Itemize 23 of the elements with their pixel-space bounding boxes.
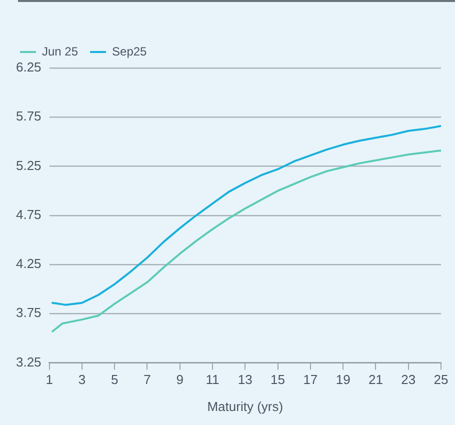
x-tick-label: 19 bbox=[336, 372, 350, 388]
x-axis-title: Maturity (yrs) bbox=[207, 398, 284, 414]
x-tick-label: 1 bbox=[46, 372, 53, 388]
x-tick-label: 5 bbox=[110, 372, 118, 388]
x-tick-label: 25 bbox=[434, 372, 448, 388]
y-tick-label: 5.25 bbox=[16, 158, 42, 173]
x-tick-label: 7 bbox=[144, 372, 151, 388]
x-tick-label: 15 bbox=[270, 372, 286, 388]
y-tick-label: 4.25 bbox=[16, 256, 42, 272]
x-tick-label: 17 bbox=[303, 372, 318, 388]
x-tick-label: 23 bbox=[401, 372, 416, 388]
x-tick-label: 9 bbox=[176, 372, 184, 388]
y-tick-label: 3.25 bbox=[16, 354, 42, 370]
legend-label: Sep25 bbox=[112, 44, 148, 58]
y-tick-label: 6.25 bbox=[16, 60, 42, 75]
x-tick-label: 11 bbox=[206, 372, 220, 388]
x-tick-label: 13 bbox=[238, 372, 252, 388]
y-tick-label: 5.75 bbox=[16, 108, 42, 124]
x-tick-label: 21 bbox=[368, 372, 383, 388]
legend-label: Jun 25 bbox=[42, 44, 78, 58]
y-tick-label: 3.75 bbox=[16, 305, 42, 320]
x-tick-label: 3 bbox=[78, 372, 86, 388]
y-tick-label: 4.75 bbox=[16, 206, 42, 222]
